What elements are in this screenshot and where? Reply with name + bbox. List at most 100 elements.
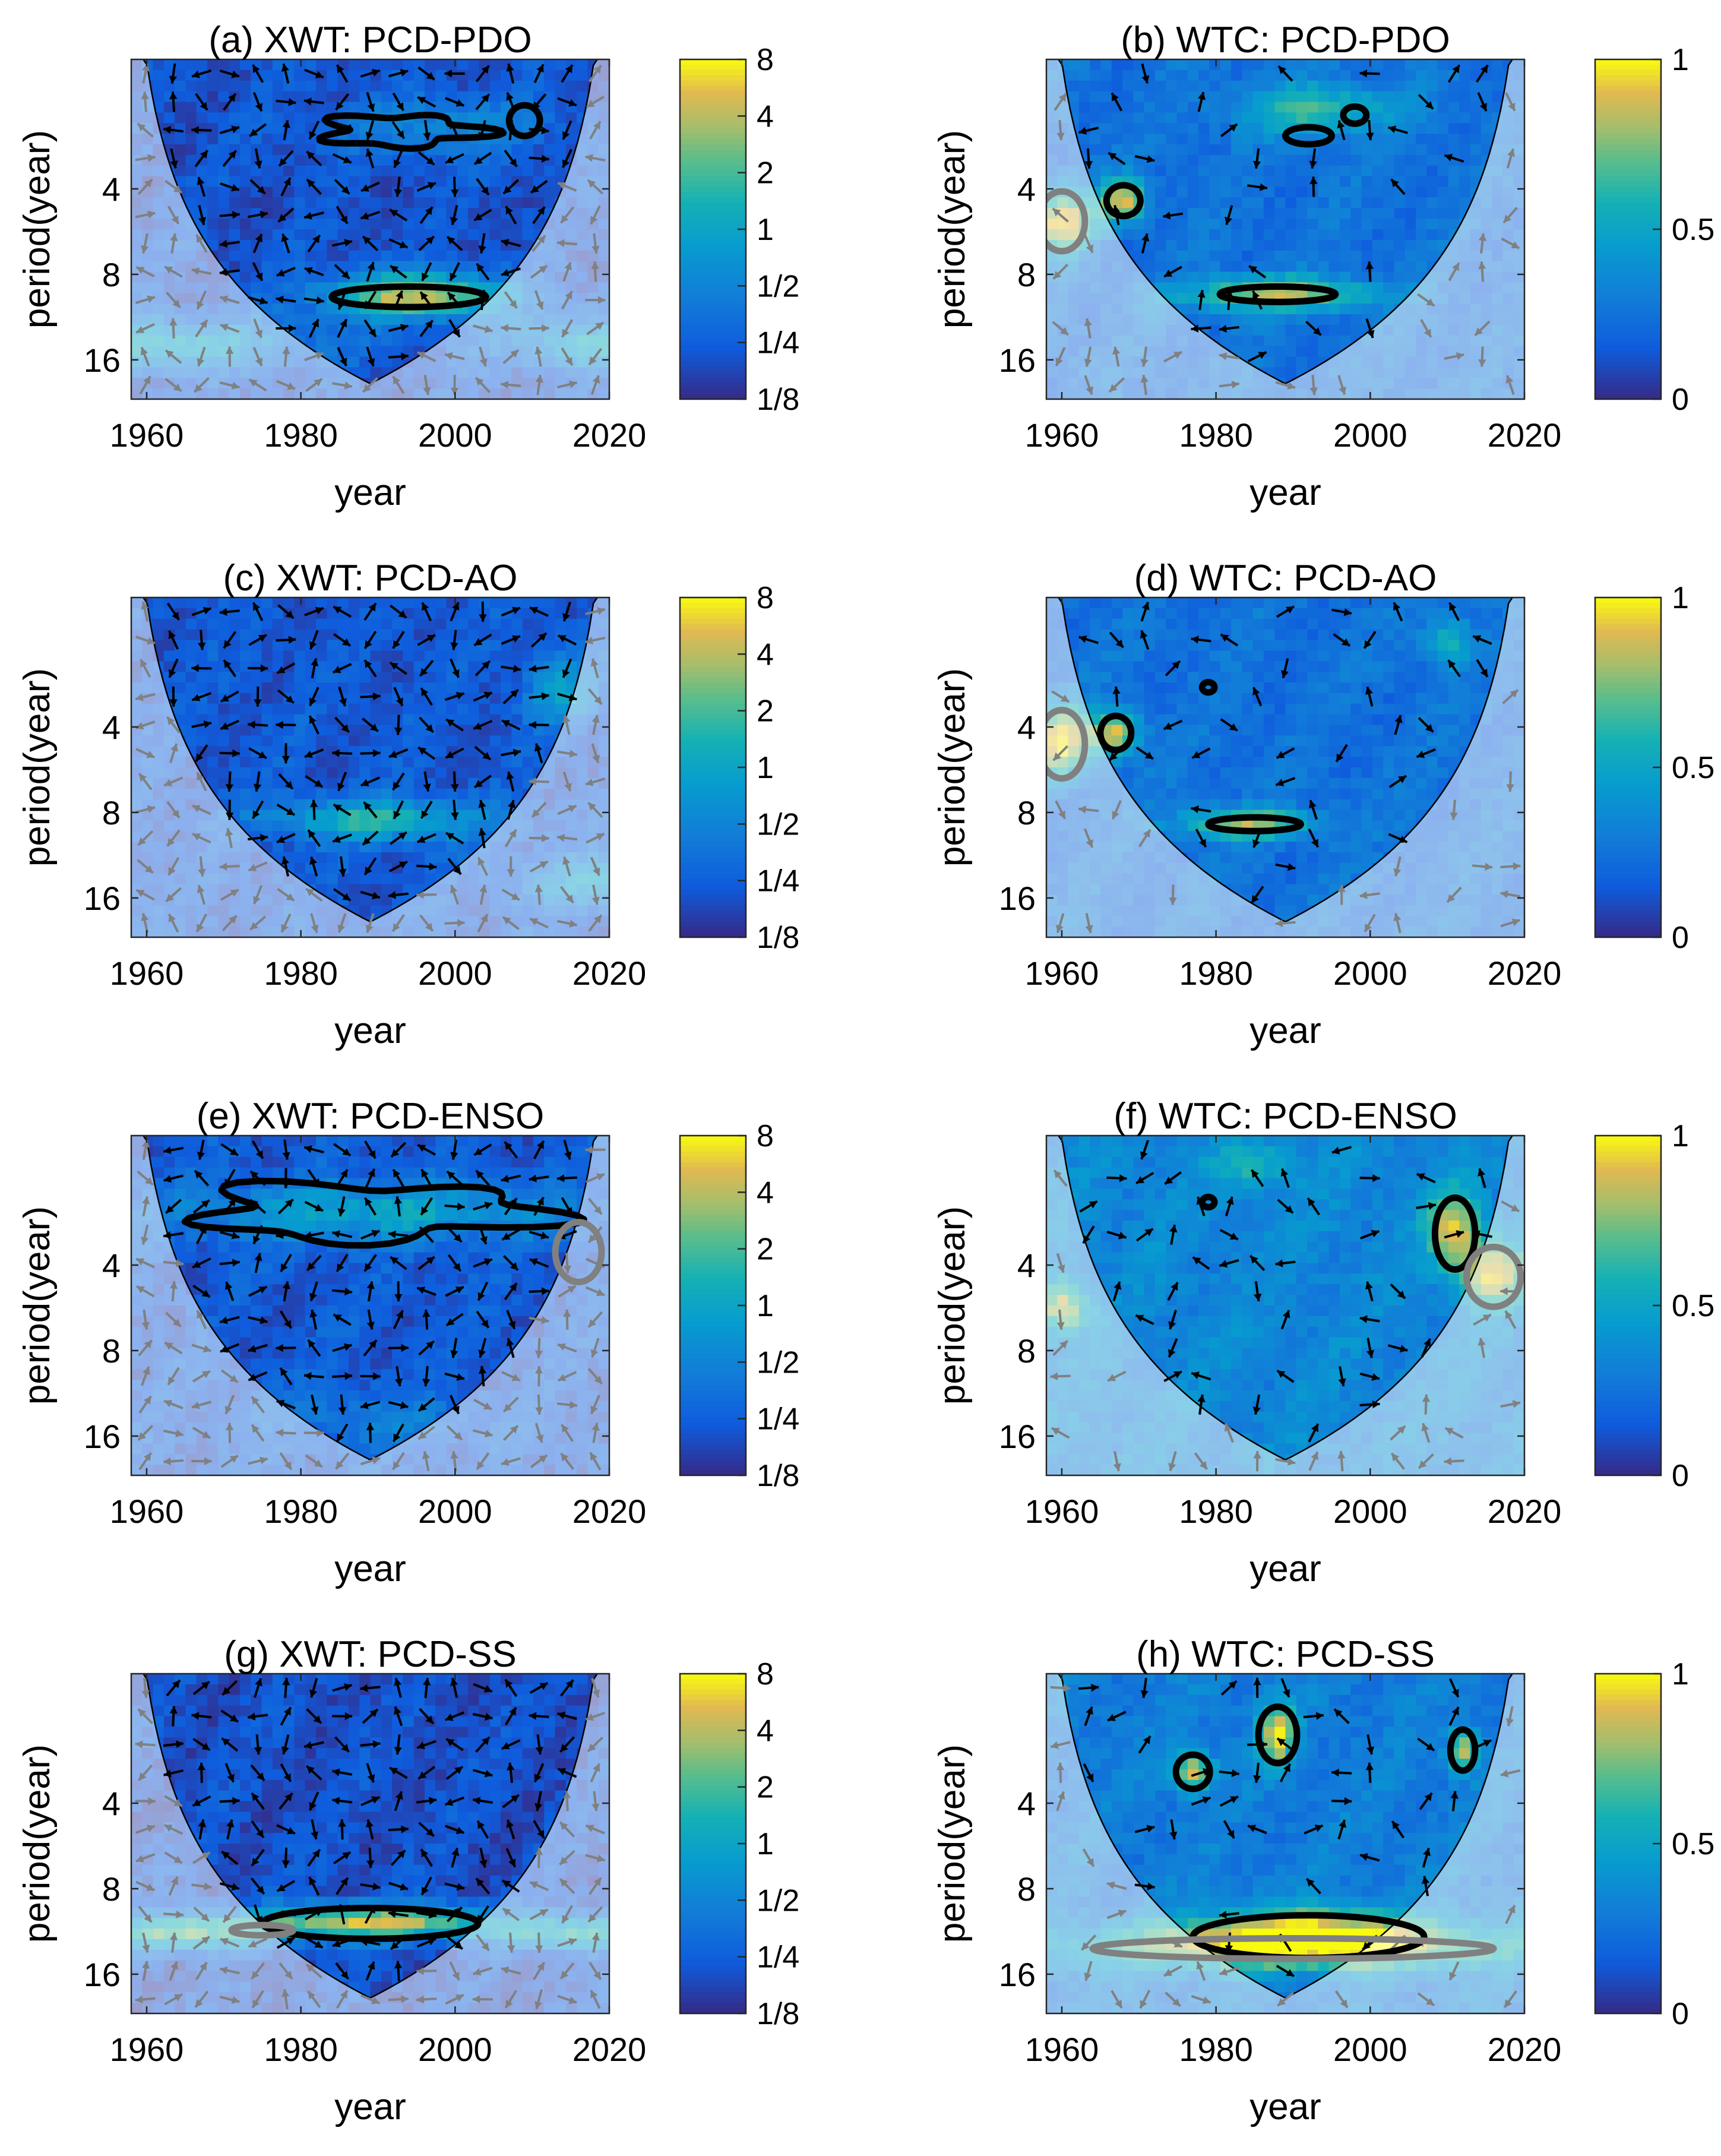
phase-arrow [532, 206, 546, 225]
colorbar-tick-label: 1/4 [757, 326, 799, 361]
y-tick-label: 16 [84, 342, 121, 379]
phase-arrow [139, 375, 151, 395]
phase-arrow [164, 179, 182, 194]
phase-arrow [561, 319, 574, 338]
phase-arrow [1056, 120, 1065, 141]
phase-arrow [557, 97, 577, 107]
phase-arrow [444, 352, 465, 361]
phase-arrow [476, 263, 490, 281]
y-tick-label: 4 [102, 170, 121, 208]
colorbar-segment [680, 324, 746, 331]
colorbar-segment [1595, 107, 1661, 113]
colorbar-tick-label: 4 [757, 99, 774, 134]
phase-arrow [1420, 319, 1432, 338]
phase-arrow [137, 122, 154, 138]
colorbar-segment [680, 123, 746, 129]
phase-arrow [219, 125, 240, 135]
phase-arrow [1365, 318, 1375, 339]
phase-arrow [135, 295, 156, 305]
phase-arrow [591, 261, 599, 282]
phase-arrow [587, 179, 604, 195]
phase-arrow [423, 375, 431, 396]
colorbar-segment [680, 239, 746, 246]
colorbar-segment [1595, 383, 1661, 389]
phase-arrow [473, 151, 492, 166]
phase-arrow [141, 233, 149, 254]
phase-arrow [423, 120, 431, 141]
phase-arrow [1084, 346, 1092, 367]
colorbar-segment [1595, 186, 1661, 193]
colorbar-segment [680, 656, 746, 662]
phase-arrow [1078, 127, 1099, 135]
phase-arrow [585, 296, 606, 304]
phase-arrow [446, 235, 463, 251]
colorbar-tick-label: 0 [1672, 382, 1689, 417]
phase-arrow [306, 150, 322, 167]
phase-arrow [1478, 261, 1486, 282]
colorbar-segment [1595, 245, 1661, 251]
phase-arrow [420, 262, 432, 282]
phase-arrow [505, 206, 517, 225]
phase-arrow [475, 65, 491, 83]
phase-arrow [1197, 290, 1206, 311]
colorbar-segment [680, 751, 746, 757]
colorbar-segment [1595, 367, 1661, 373]
phase-arrow [281, 63, 290, 84]
phase-arrow [502, 179, 520, 195]
phase-arrow [1197, 91, 1206, 112]
phase-arrow [1141, 233, 1150, 254]
phase-arrow [1141, 63, 1150, 84]
colorbar-segment [1595, 197, 1661, 203]
colorbar-segment [1595, 293, 1661, 299]
colorbar-segment [680, 314, 746, 320]
x-tick-label: 2020 [572, 416, 647, 454]
colorbar-segment [1595, 64, 1661, 71]
phase-arrow [590, 375, 600, 395]
phase-arrow [504, 291, 518, 309]
phase-arrow [1052, 321, 1069, 336]
phase-arrow [252, 347, 263, 366]
phase-arrow [280, 177, 292, 197]
phase-arrow [307, 234, 321, 252]
phase-arrow [1309, 148, 1317, 169]
phase-arrow [1309, 176, 1318, 197]
phase-arrow [504, 150, 518, 167]
phase-arrow [332, 381, 353, 390]
x-tick-label: 2000 [1333, 416, 1407, 454]
colorbar-segment [1595, 287, 1661, 293]
phase-arrow [194, 150, 209, 167]
phase-arrow [1247, 183, 1268, 191]
phase-arrow [1163, 350, 1183, 363]
colorbar-segment [1595, 224, 1661, 230]
phase-arrow [529, 154, 549, 163]
phase-arrow [219, 239, 240, 248]
phase-arrow [474, 377, 491, 393]
colorbar-segment [680, 618, 746, 625]
colorbar-tick-label: 8 [757, 43, 774, 77]
phase-arrow [363, 319, 377, 338]
phase-arrow [1506, 148, 1516, 169]
phase-arrow [556, 380, 577, 389]
phase-arrow [1478, 346, 1486, 367]
phase-arrow [501, 267, 521, 277]
colorbar-segment [680, 224, 746, 230]
phase-arrow [219, 295, 240, 305]
y-axis-label: period(year) [932, 130, 973, 328]
phase-arrow [501, 239, 521, 248]
phase-arrow [197, 346, 206, 367]
phase-arrow [1219, 380, 1239, 389]
phase-arrow [534, 290, 544, 310]
colorbar-segment [1595, 304, 1661, 309]
phase-arrow [366, 91, 375, 112]
colorbar-segment [680, 367, 746, 373]
plot-area-b [1046, 59, 1524, 399]
colorbar-segment [680, 804, 746, 811]
colorbar-segment [1595, 250, 1661, 257]
phase-arrow [281, 233, 290, 254]
phase-arrow [1220, 123, 1238, 137]
phase-arrow [304, 68, 324, 79]
colorbar-segment [1595, 69, 1661, 76]
phase-arrow [276, 324, 296, 333]
phase-arrow [166, 292, 181, 309]
colorbar-segment [680, 154, 746, 161]
